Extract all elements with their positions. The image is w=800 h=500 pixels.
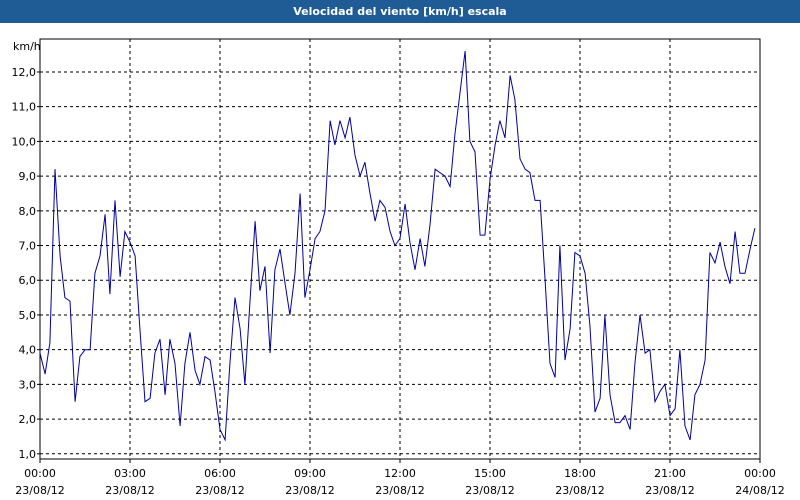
x-tick-time: 00:00 (744, 467, 776, 480)
x-tick-time: 03:00 (114, 467, 146, 480)
x-tick-time: 06:00 (204, 467, 236, 480)
chart-title: Velocidad del viento [km/h] escala (0, 0, 800, 23)
wind-speed-chart: 1,02,03,04,05,06,07,08,09,010,011,012,0 … (12, 38, 785, 497)
y-axis-unit: km/h (13, 40, 41, 53)
y-tick-label: 7,0 (19, 240, 37, 253)
y-tick-label: 5,0 (19, 309, 37, 322)
x-tick-time: 18:00 (564, 467, 596, 480)
x-tick-time: 12:00 (384, 467, 416, 480)
y-axis-ticks: 1,0 2,0 3,0 4,0 5,0 6,0 7,0 8,0 9,0 10,0 11,0 12,0 (12, 66, 40, 461)
series-line-group (39, 51, 756, 442)
x-tick-date: 24/08/12 (735, 484, 784, 497)
x-tick-date: 23/08/12 (555, 484, 604, 497)
grid (40, 39, 760, 459)
x-tick-time: 15:00 (474, 467, 506, 480)
y-tick-label: 8,0 (19, 205, 37, 218)
y-tick-label: 1,0 (19, 448, 37, 461)
x-tick-date: 23/08/12 (375, 484, 424, 497)
y-tick-label: 3,0 (19, 378, 37, 391)
y-tick-label: 10,0 (12, 135, 37, 148)
y-tick-label: 2,0 (19, 413, 37, 426)
wind-speed-line (39, 51, 756, 442)
y-tick-label: 4,0 (19, 344, 37, 357)
y-tick-label: 6,0 (19, 274, 37, 287)
x-tick-date: 23/08/12 (195, 484, 244, 497)
x-tick-date: 23/08/12 (285, 484, 334, 497)
x-tick-date: 23/08/12 (15, 484, 64, 497)
x-tick-time: 21:00 (654, 467, 686, 480)
x-tick-date: 23/08/12 (645, 484, 694, 497)
y-tick-label: 11,0 (12, 101, 37, 114)
x-tick-time: 00:00 (24, 467, 56, 480)
x-tick-time: 09:00 (294, 467, 326, 480)
x-tick-date: 23/08/12 (465, 484, 514, 497)
y-tick-label: 12,0 (12, 66, 37, 79)
x-tick-date: 23/08/12 (105, 484, 154, 497)
x-axis-ticks: 00:00 23/08/12 03:00 23/08/12 06:00 23/08/12 0… (15, 459, 785, 497)
y-tick-label: 9,0 (19, 170, 37, 183)
